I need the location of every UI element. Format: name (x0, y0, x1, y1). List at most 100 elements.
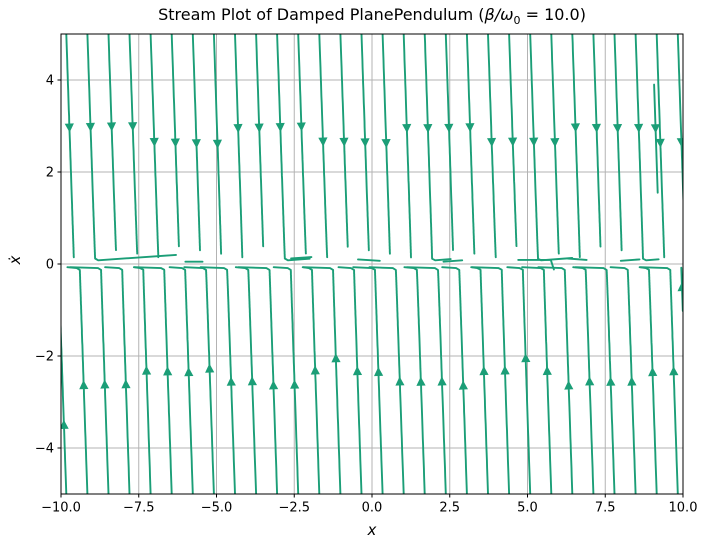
streamline-upper (655, 34, 666, 259)
streamline-lower (574, 266, 616, 494)
x-tick-label: −2.5 (278, 501, 310, 516)
streamline-lower (66, 266, 89, 494)
near-axis-dash (442, 259, 464, 263)
streamline-upper (128, 34, 139, 255)
streamline-upper (339, 34, 349, 248)
streamline-upper (297, 34, 307, 255)
streamline-upper (465, 34, 476, 255)
arrow-head-icon (648, 367, 658, 377)
arrow-head-icon (591, 123, 601, 133)
arrow-head-icon (650, 124, 660, 134)
arrow-head-icon (233, 123, 243, 134)
arrow-head-icon (416, 376, 426, 386)
tick-labels: −10.0 −7.5 −5.0 −2.5 0.0 2.5 5.0 7.5 10.0 −4 −2 0 2 4 (35, 74, 698, 516)
near-axis-dash (619, 258, 641, 262)
streamline-lower (168, 266, 194, 494)
title-subscript: 0 (513, 14, 521, 28)
arrow-head-icon (612, 124, 623, 134)
streamline-lower (61, 310, 68, 494)
streamline-upper (592, 34, 602, 248)
streamline-lower (69, 266, 110, 494)
streamline-lower (537, 266, 574, 494)
arrow-head-icon (142, 365, 152, 375)
streamline-lower (638, 266, 658, 494)
arrow-head-icon (318, 137, 328, 147)
streamline-upper (571, 34, 581, 259)
streamline-upper (444, 34, 454, 251)
arrow-head-icon (487, 137, 497, 147)
arrow-head-icon (269, 380, 279, 390)
streamline-lower (183, 266, 215, 494)
streamline-lower (639, 266, 679, 494)
arrow-head-icon (100, 379, 110, 389)
arrow-head-icon (296, 122, 306, 132)
x-tick-label: 7.5 (595, 501, 616, 516)
arrow-head-icon (669, 366, 679, 376)
title-value: = 10.0) (520, 5, 586, 24)
near-axis-dash (566, 257, 588, 261)
streamline-upper (550, 34, 560, 255)
arrow-head-icon (381, 139, 391, 149)
arrow-head-icon (191, 139, 201, 149)
arrow-head-icon (458, 380, 468, 390)
streamline-upper (634, 34, 660, 262)
arrow-head-icon (85, 122, 95, 132)
streamline-lower (301, 266, 321, 494)
x-tick-label: 5.0 (517, 501, 538, 516)
arrow-head-icon (79, 380, 89, 390)
arrow-head-icon (121, 379, 131, 389)
streamline-lower (337, 266, 363, 494)
arrow-head-icon (212, 139, 222, 149)
streamline-upper (191, 34, 201, 252)
arrow-head-icon (149, 137, 159, 147)
streamline-upper (360, 34, 370, 252)
arrow-head-icon (331, 353, 341, 363)
streamline-lower (104, 266, 131, 494)
arrow-head-icon (184, 367, 194, 377)
arrow-head-icon (247, 376, 257, 386)
x-tick-label: 2.5 (439, 501, 460, 516)
y-tick-label: 4 (46, 74, 54, 89)
arrow-head-icon (677, 282, 683, 292)
streamline-lower (471, 266, 511, 494)
arrow-head-icon (205, 363, 215, 373)
arrow-head-icon (606, 376, 616, 386)
streamline-upper (381, 34, 391, 255)
x-tick-label: −5.0 (201, 501, 233, 516)
streamline-upper (107, 34, 117, 252)
near-axis-dash (290, 256, 313, 260)
streamline-upper (508, 34, 518, 248)
arrow-head-icon (254, 123, 264, 133)
arrow-head-icon (402, 123, 412, 133)
arrow-head-icon (437, 376, 447, 386)
y-tick-label: −2 (35, 350, 54, 365)
streamline-lower (352, 266, 384, 494)
streamline-upper (676, 34, 683, 216)
near-axis-dash (357, 258, 381, 262)
arrow-head-icon (479, 366, 489, 376)
arrow-head-icon (585, 376, 595, 386)
streamline-lower (506, 266, 532, 494)
streamline-upper (86, 34, 177, 262)
streamline-upper (170, 34, 180, 248)
streamline-upper (529, 34, 574, 262)
arrow-head-icon (634, 123, 644, 133)
x-tick-label: −7.5 (123, 501, 155, 516)
arrow-head-icon (529, 137, 539, 147)
arrow-head-icon (226, 376, 236, 386)
arrow-head-icon (64, 123, 74, 133)
arrow-head-icon (521, 353, 531, 363)
arrow-head-icon (170, 138, 180, 148)
streamline-upper (276, 34, 311, 262)
arrow-heads (61, 122, 683, 429)
arrow-head-icon (627, 376, 637, 386)
arrow-head-icon (550, 138, 560, 148)
arrow-head-icon (61, 419, 69, 429)
streamline-lower (302, 266, 342, 494)
arrow-head-icon (676, 138, 683, 148)
grid-lines (61, 34, 683, 494)
arrow-head-icon (352, 366, 363, 376)
streamline-upper (212, 34, 223, 255)
streamline-upper (255, 34, 265, 248)
